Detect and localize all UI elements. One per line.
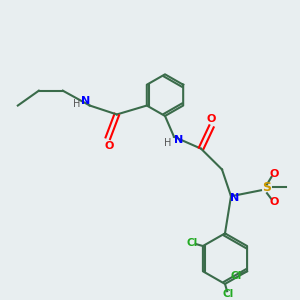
Text: N: N <box>174 135 183 145</box>
Text: N: N <box>230 193 239 203</box>
Text: Cl: Cl <box>222 289 234 299</box>
Text: S: S <box>262 181 272 194</box>
Text: H: H <box>73 99 80 109</box>
Text: Cl: Cl <box>187 238 198 248</box>
Text: O: O <box>207 114 216 124</box>
Text: O: O <box>105 141 114 151</box>
Text: H: H <box>164 138 172 148</box>
Text: Cl: Cl <box>231 271 242 281</box>
Text: O: O <box>270 169 279 179</box>
Text: O: O <box>270 197 279 207</box>
Text: N: N <box>81 96 90 106</box>
